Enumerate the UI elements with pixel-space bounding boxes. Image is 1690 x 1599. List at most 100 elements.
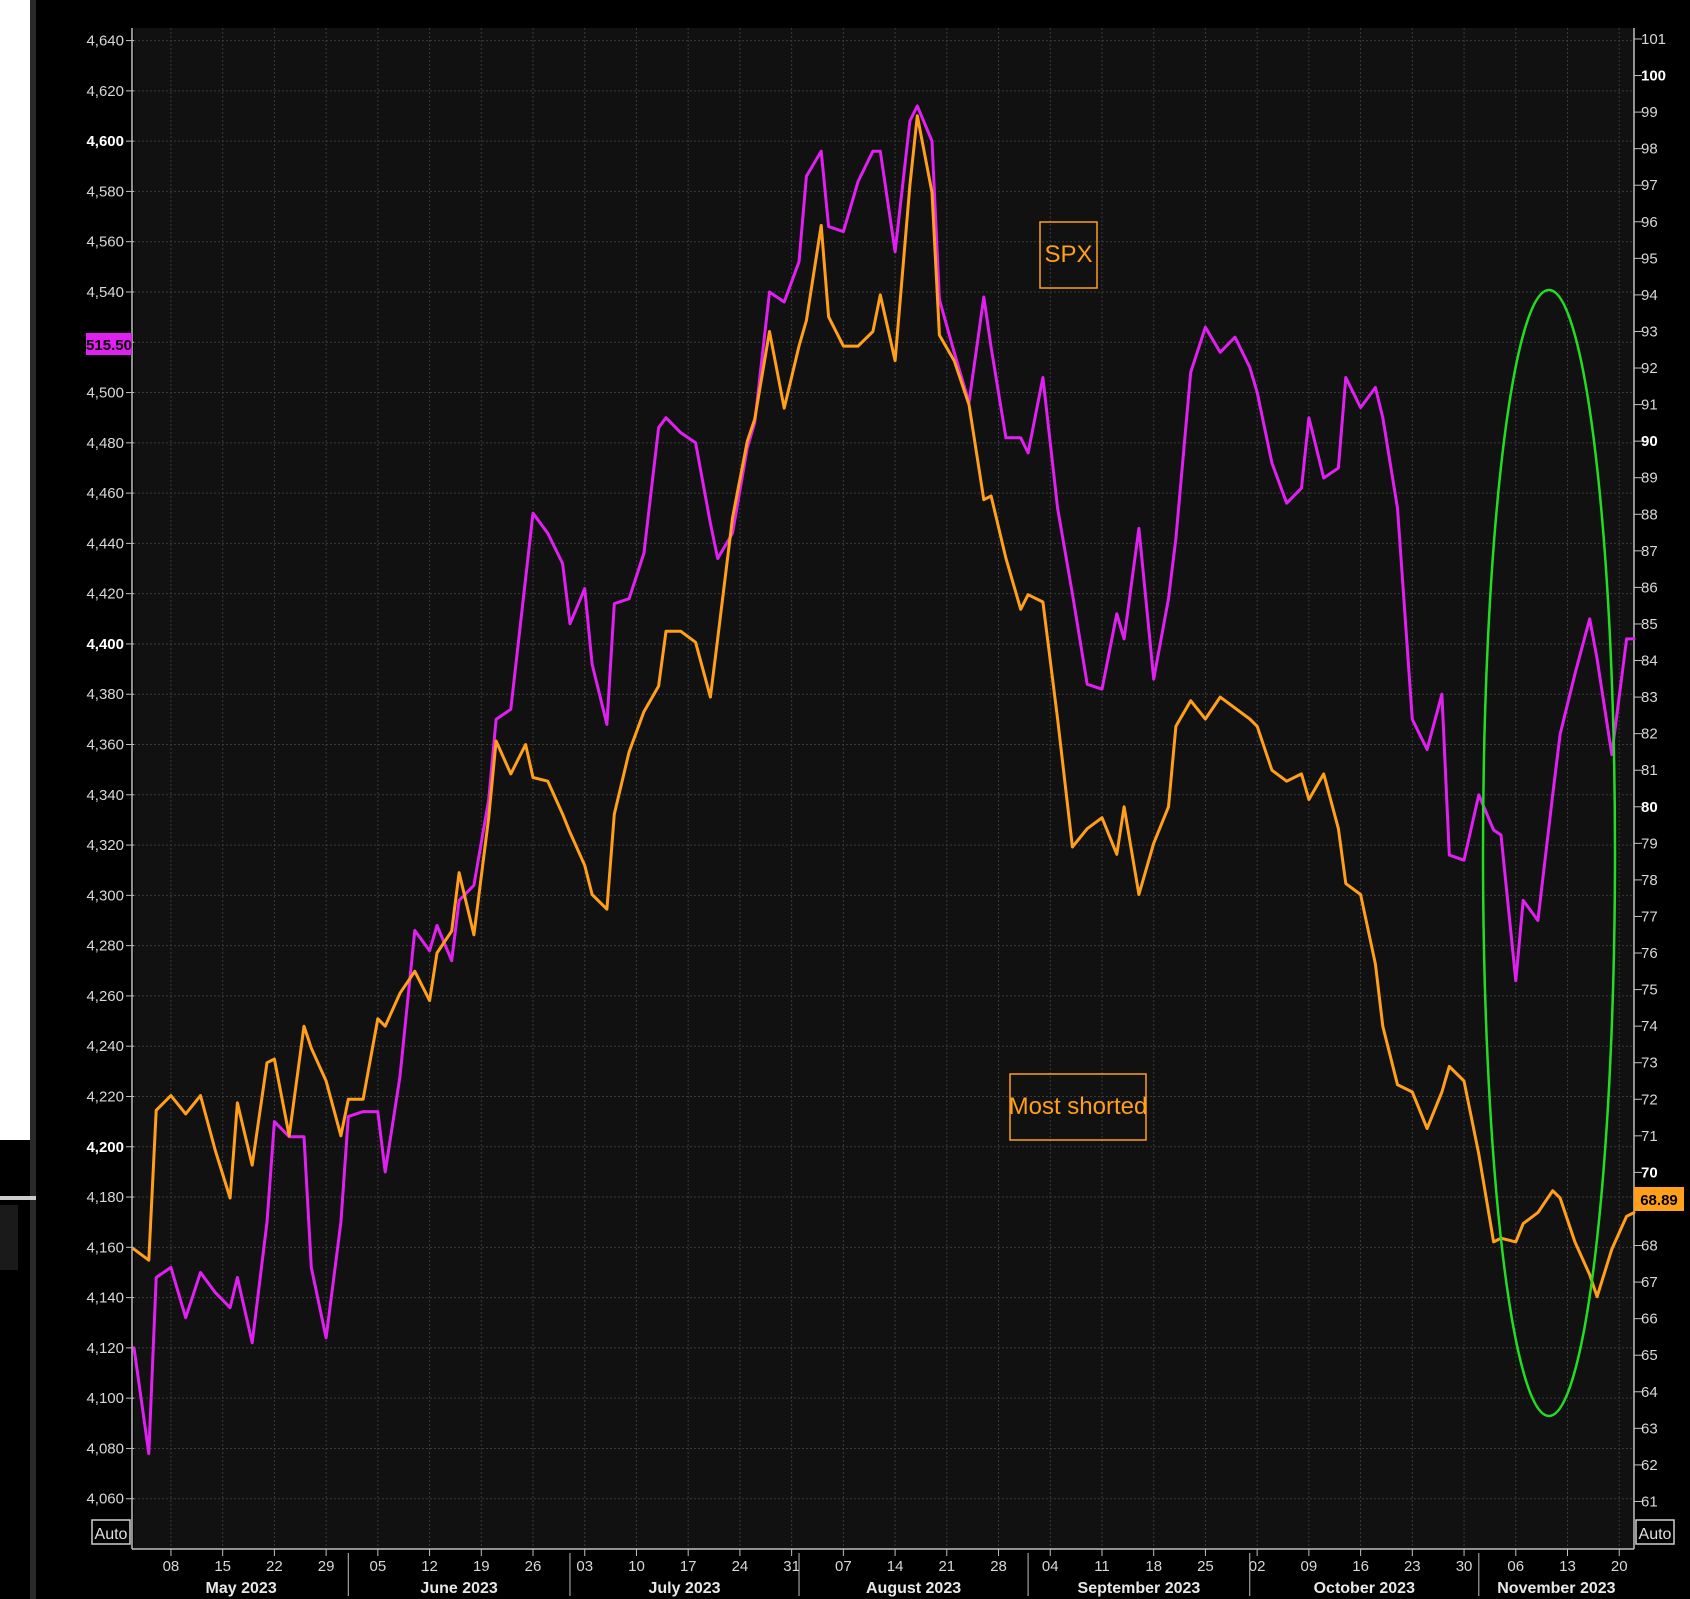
left-auto-button[interactable] — [91, 1519, 131, 1545]
y-right-tick-label: 101 — [1641, 31, 1666, 48]
spx-label-box — [1039, 221, 1098, 289]
x-tick-label: 07 — [835, 1558, 852, 1575]
y-left-tick-label: 4,240 — [86, 1038, 124, 1055]
y-right-tick-label: 76 — [1641, 945, 1658, 962]
y-right-tick-label: 65 — [1641, 1347, 1658, 1364]
right-axis: 61 62 63 64 65 66 67 68 70 71 72 73 74 75 76 77 78 79 80 81… — [1633, 28, 1666, 1549]
y-right-tick-label: 96 — [1641, 214, 1658, 231]
y-left-tick-label: 4,480 — [86, 435, 124, 452]
y-right-tick-label: 98 — [1641, 141, 1658, 158]
y-right-tick-label: 99 — [1641, 104, 1658, 121]
y-left-tick-label: 4,060 — [86, 1491, 124, 1508]
y-left-tick-label: 4,280 — [86, 938, 124, 955]
most-shorted-label-box — [1009, 1073, 1147, 1141]
x-tick-label: 28 — [990, 1558, 1007, 1575]
x-tick-label: 11 — [1094, 1558, 1110, 1575]
month-label: June 2023 — [420, 1580, 497, 1597]
y-right-tick-label: 86 — [1641, 579, 1658, 596]
most-shorted-label-text: Most shorted — [1009, 1093, 1148, 1120]
left-axis: 4,060 4,080 4,100 4,120 4,140 4,160 4,180 4,200… — [86, 28, 134, 1549]
month-label: November 2023 — [1497, 1580, 1615, 1597]
y-left-tick-label: 4,080 — [86, 1440, 124, 1457]
y-right-tick-label: 74 — [1641, 1018, 1658, 1035]
x-tick-label: 10 — [628, 1558, 645, 1575]
y-right-tick-label: 85 — [1641, 616, 1658, 633]
y-left-tick-label: 4,400 — [86, 636, 124, 653]
most-shorted-last-value-text: 68.89 — [1640, 1192, 1678, 1209]
y-left-tick-label: 4,200 — [86, 1139, 124, 1156]
x-tick-label: 04 — [1042, 1558, 1059, 1575]
y-left-tick-label: 4,640 — [86, 33, 124, 50]
y-right-tick-label: 97 — [1641, 177, 1658, 194]
y-right-tick-label: 83 — [1641, 689, 1658, 706]
y-right-tick-label: 84 — [1641, 653, 1658, 670]
y-left-tick-label: 4,500 — [86, 385, 124, 402]
x-tick-label: 09 — [1301, 1558, 1318, 1575]
highlight-ellipse — [1481, 288, 1617, 1418]
x-tick-label: 25 — [1197, 1558, 1214, 1575]
y-left-tick-label: 4,160 — [86, 1239, 124, 1256]
y-left-tick-label: 4,140 — [86, 1290, 124, 1307]
y-right-tick-label: 72 — [1641, 1091, 1658, 1108]
y-right-tick-label: 88 — [1641, 506, 1658, 523]
left-window-fragment — [0, 0, 30, 1140]
x-tick-label: 21 — [938, 1558, 955, 1575]
y-right-tick-label: 66 — [1641, 1311, 1658, 1328]
horizontal-gridlines — [134, 40, 1634, 1500]
y-left-tick-label: 4,220 — [86, 1088, 124, 1105]
left-window-handle — [0, 1196, 36, 1200]
x-tick-label: 22 — [266, 1558, 283, 1575]
x-tick-label: 03 — [576, 1558, 593, 1575]
x-tick-label: 05 — [369, 1558, 386, 1575]
y-left-tick-label: 4,580 — [86, 183, 124, 200]
x-tick-label: 15 — [214, 1558, 231, 1575]
plot-background — [134, 28, 1634, 1549]
most-shorted-last-value-tag — [1634, 1187, 1684, 1211]
x-tick-label: 12 — [421, 1558, 438, 1575]
y-left-tick-label: 4,260 — [86, 988, 124, 1005]
y-left-tick-label: 4,600 — [86, 133, 124, 150]
month-label: September 2023 — [1078, 1580, 1201, 1597]
y-left-tick-label: 4,320 — [86, 837, 124, 854]
x-tick-label: 20 — [1611, 1558, 1628, 1575]
y-left-tick-label: 4,420 — [86, 586, 124, 603]
y-right-tick-label: 68 — [1641, 1238, 1658, 1255]
y-right-tick-label: 100 — [1641, 68, 1666, 85]
y-right-tick-label: 89 — [1641, 470, 1658, 487]
y-left-tick-label: 4,460 — [86, 485, 124, 502]
x-tick-label: 08 — [163, 1558, 180, 1575]
y-right-tick-label: 77 — [1641, 908, 1658, 925]
y-right-tick-label: 87 — [1641, 543, 1658, 560]
y-left-tick-label: 4,180 — [86, 1189, 124, 1206]
x-tick-label: 30 — [1456, 1558, 1473, 1575]
y-right-tick-label: 93 — [1641, 323, 1658, 340]
y-right-tick-label: 95 — [1641, 250, 1658, 267]
y-right-tick-label: 70 — [1641, 1164, 1658, 1181]
y-right-tick-label: 67 — [1641, 1274, 1658, 1291]
y-right-tick-label: 92 — [1641, 360, 1658, 377]
x-axis: 08 15 22 29 05 12 19 26 03 10 17 24 31 07 14 21 28 04 11 18… — [132, 1548, 1634, 1597]
y-right-tick-label: 90 — [1641, 433, 1658, 450]
y-right-tick-label: 82 — [1641, 726, 1658, 743]
x-tick-label: 29 — [318, 1558, 335, 1575]
left-auto-label: Auto — [95, 1526, 128, 1543]
y-right-tick-label: 78 — [1641, 872, 1658, 889]
y-left-tick-label: 4,380 — [86, 686, 124, 703]
x-tick-label: 13 — [1559, 1558, 1576, 1575]
month-label: July 2023 — [648, 1580, 720, 1597]
x-tick-label: 17 — [680, 1558, 697, 1575]
y-right-tick-label: 61 — [1641, 1493, 1658, 1510]
left-window-border — [30, 0, 36, 1599]
x-tick-label: 31 — [783, 1558, 800, 1575]
y-right-tick-label: 80 — [1641, 799, 1658, 816]
y-left-tick-label: 4,100 — [86, 1390, 124, 1407]
month-label: October 2023 — [1314, 1580, 1415, 1597]
y-right-tick-label: 62 — [1641, 1457, 1658, 1474]
right-auto-button[interactable] — [1635, 1519, 1675, 1545]
y-left-tick-label: 4,340 — [86, 787, 124, 804]
y-right-tick-label: 94 — [1641, 287, 1658, 304]
y-left-tick-label: 4,120 — [86, 1340, 124, 1357]
x-tick-label: 23 — [1404, 1558, 1421, 1575]
y-right-tick-label: 63 — [1641, 1420, 1658, 1437]
